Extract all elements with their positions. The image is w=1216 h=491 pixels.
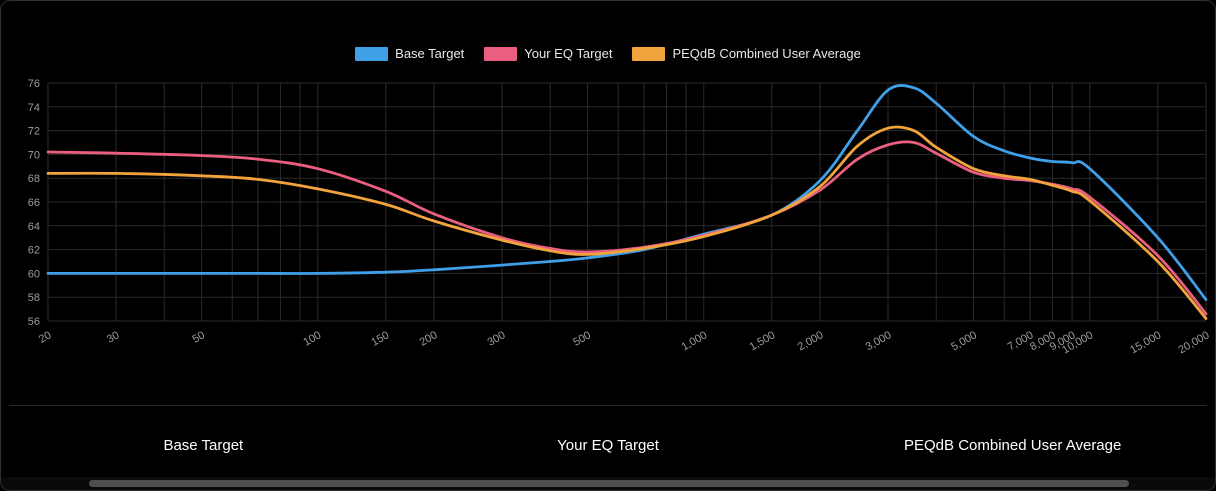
y-tick-label: 74	[28, 102, 40, 114]
x-tick-label: 20,000	[1176, 329, 1211, 356]
x-tick-label: 3,000	[864, 329, 894, 353]
x-tick-label: 200	[418, 329, 440, 349]
x-tick-label: 300	[486, 329, 508, 349]
y-tick-label: 62	[28, 245, 40, 257]
chart-area[interactable]: 56 58 60 62 64 66 68 70 72 74 76 20 30 50 100 150 200 300…	[1, 1, 1216, 376]
x-tick-label: 500	[571, 329, 593, 349]
legend-swatch-base-target	[355, 47, 389, 61]
legend-swatch-your-eq-target	[484, 47, 518, 61]
legend-label-peqdb-combined-user-average: PEQdB Combined User Average	[672, 46, 861, 61]
x-tick-label: 100	[301, 329, 323, 349]
section-divider	[9, 405, 1207, 406]
x-tick-label: 5,000	[949, 329, 979, 353]
x-tick-label: 15,000	[1128, 329, 1163, 356]
x-tick-label: 150	[369, 329, 391, 349]
x-tick-label: 1,000	[679, 329, 709, 353]
y-tick-label: 58	[28, 292, 40, 304]
footer-col-your-eq-target: Your EQ Target	[406, 437, 811, 455]
chart-legend: Base Target Your EQ Target PEQdB Combine…	[1, 47, 1215, 61]
footer-series-labels: Base Target Your EQ Target PEQdB Combine…	[1, 437, 1215, 455]
footer-label-base-target: Base Target	[163, 437, 244, 454]
x-tick-label: 50	[190, 329, 207, 346]
legend-item-peqdb-combined-user-average[interactable]: PEQdB Combined User Average	[632, 46, 861, 61]
footer-col-base-target: Base Target	[1, 437, 406, 455]
footer-label-your-eq-target: Your EQ Target	[557, 437, 659, 454]
series-line-1	[46, 140, 1208, 316]
y-tick-label: 76	[28, 78, 40, 90]
legend-item-base-target[interactable]: Base Target	[355, 47, 464, 61]
eq-frequency-response-chart[interactable]: 56 58 60 62 64 66 68 70 72 74 76 20 30 50 100 150 200 300…	[1, 1, 1216, 376]
horizontal-scrollbar[interactable]	[1, 477, 1215, 490]
series-line-0	[46, 84, 1208, 301]
y-tick-label: 60	[28, 268, 40, 280]
y-tick-label: 72	[28, 126, 40, 138]
horizontal-scrollbar-thumb[interactable]	[89, 480, 1129, 487]
footer-label-peqdb-combined-user-average: PEQdB Combined User Average	[904, 437, 1122, 454]
legend-label-base-target: Base Target	[395, 46, 465, 61]
x-tick-label: 30	[105, 329, 122, 346]
legend-label-your-eq-target: Your EQ Target	[524, 46, 613, 61]
x-tick-label: 2,000	[796, 329, 826, 353]
y-tick-label: 70	[28, 149, 40, 161]
x-tick-label: 20	[37, 329, 54, 346]
y-tick-label: 56	[28, 316, 40, 328]
footer-col-peqdb-combined-user-average: PEQdB Combined User Average	[810, 437, 1215, 455]
y-tick-label: 68	[28, 173, 40, 185]
y-tick-label: 66	[28, 197, 40, 209]
y-tick-label: 64	[28, 221, 40, 233]
series-line-2	[46, 125, 1208, 320]
x-tick-label: 1,500	[747, 329, 777, 353]
legend-item-your-eq-target[interactable]: Your EQ Target	[484, 47, 612, 61]
legend-swatch-peqdb-combined-user-average	[632, 47, 666, 61]
